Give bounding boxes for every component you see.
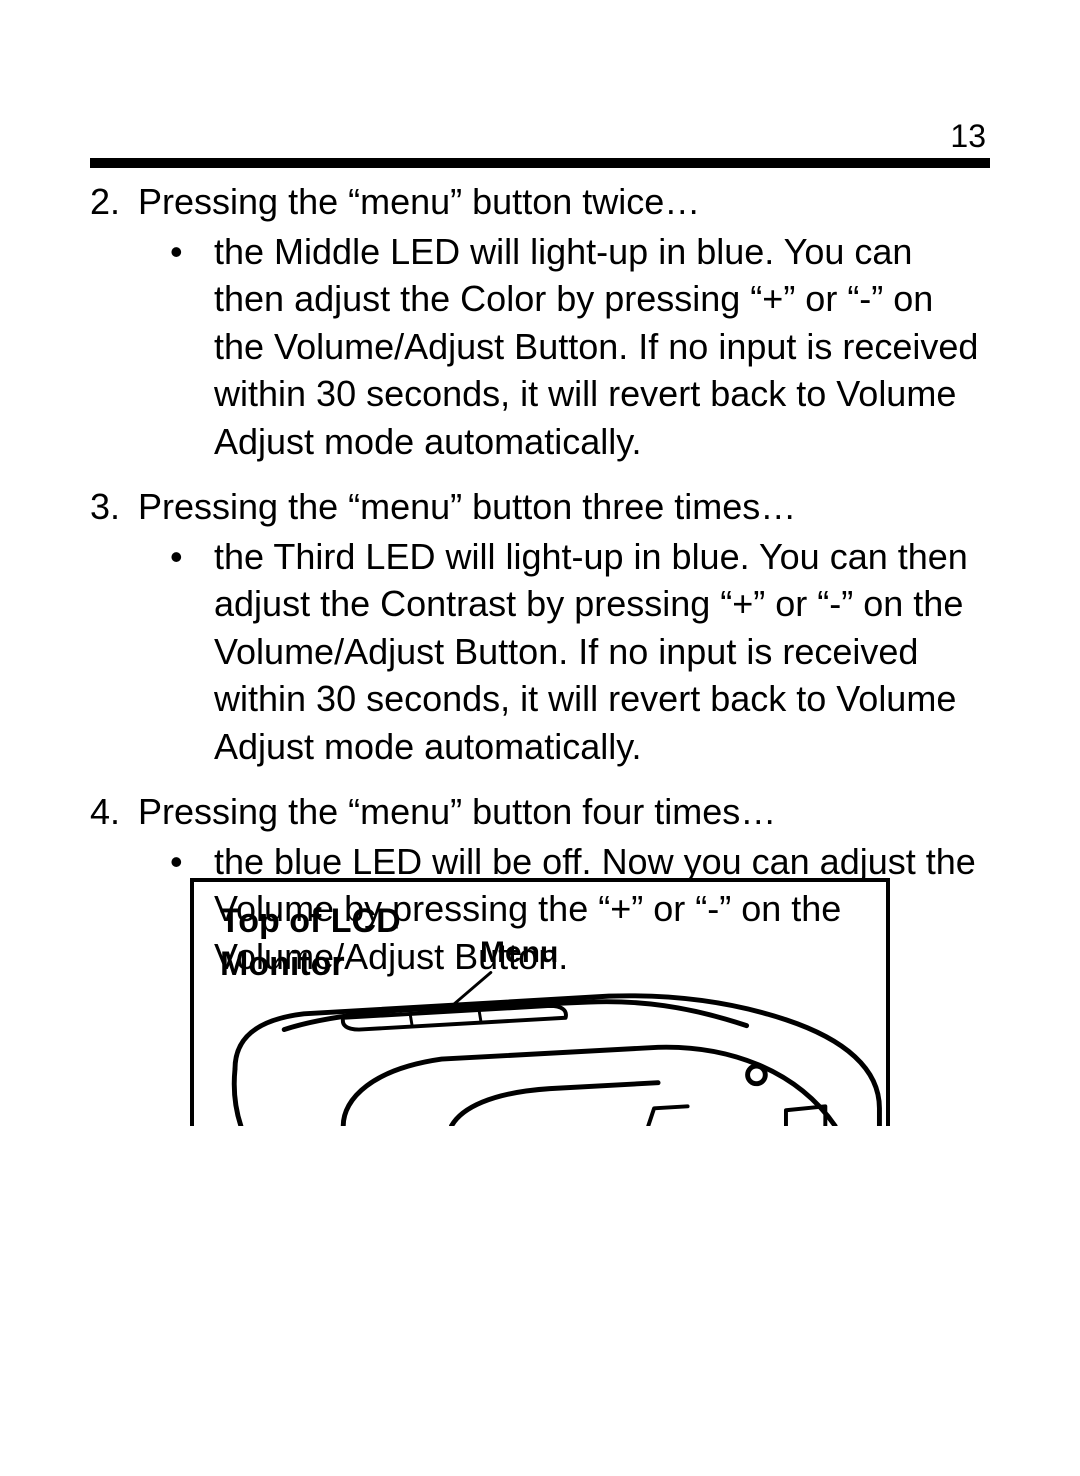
list-item: 3. Pressing the “menu” button three time…: [90, 483, 990, 770]
page-number: 13: [950, 118, 986, 155]
monitor-diagram-icon: [194, 882, 886, 1126]
bullet-text: the Third LED will light-up in blue. You…: [214, 533, 990, 771]
list-marker: 2.: [90, 178, 138, 226]
manual-page: 13 2. Pressing the “menu” button twice… …: [0, 0, 1080, 1476]
figure-box: Top of LCD Monitor Menu: [190, 878, 890, 1126]
body-content: 2. Pressing the “menu” button twice… • t…: [90, 178, 990, 998]
bullet-text: the Middle LED will light-up in blue. Yo…: [214, 228, 990, 466]
list-text: Pressing the “menu” button four times…: [138, 788, 776, 836]
bullet-marker: •: [170, 533, 214, 581]
list-text: Pressing the “menu” button three times…: [138, 483, 796, 531]
list-marker: 4.: [90, 788, 138, 836]
bullet-marker: •: [170, 228, 214, 276]
list-item: 2. Pressing the “menu” button twice… • t…: [90, 178, 990, 465]
header-rule: [90, 158, 990, 168]
list-text: Pressing the “menu” button twice…: [138, 178, 700, 226]
list-marker: 3.: [90, 483, 138, 531]
